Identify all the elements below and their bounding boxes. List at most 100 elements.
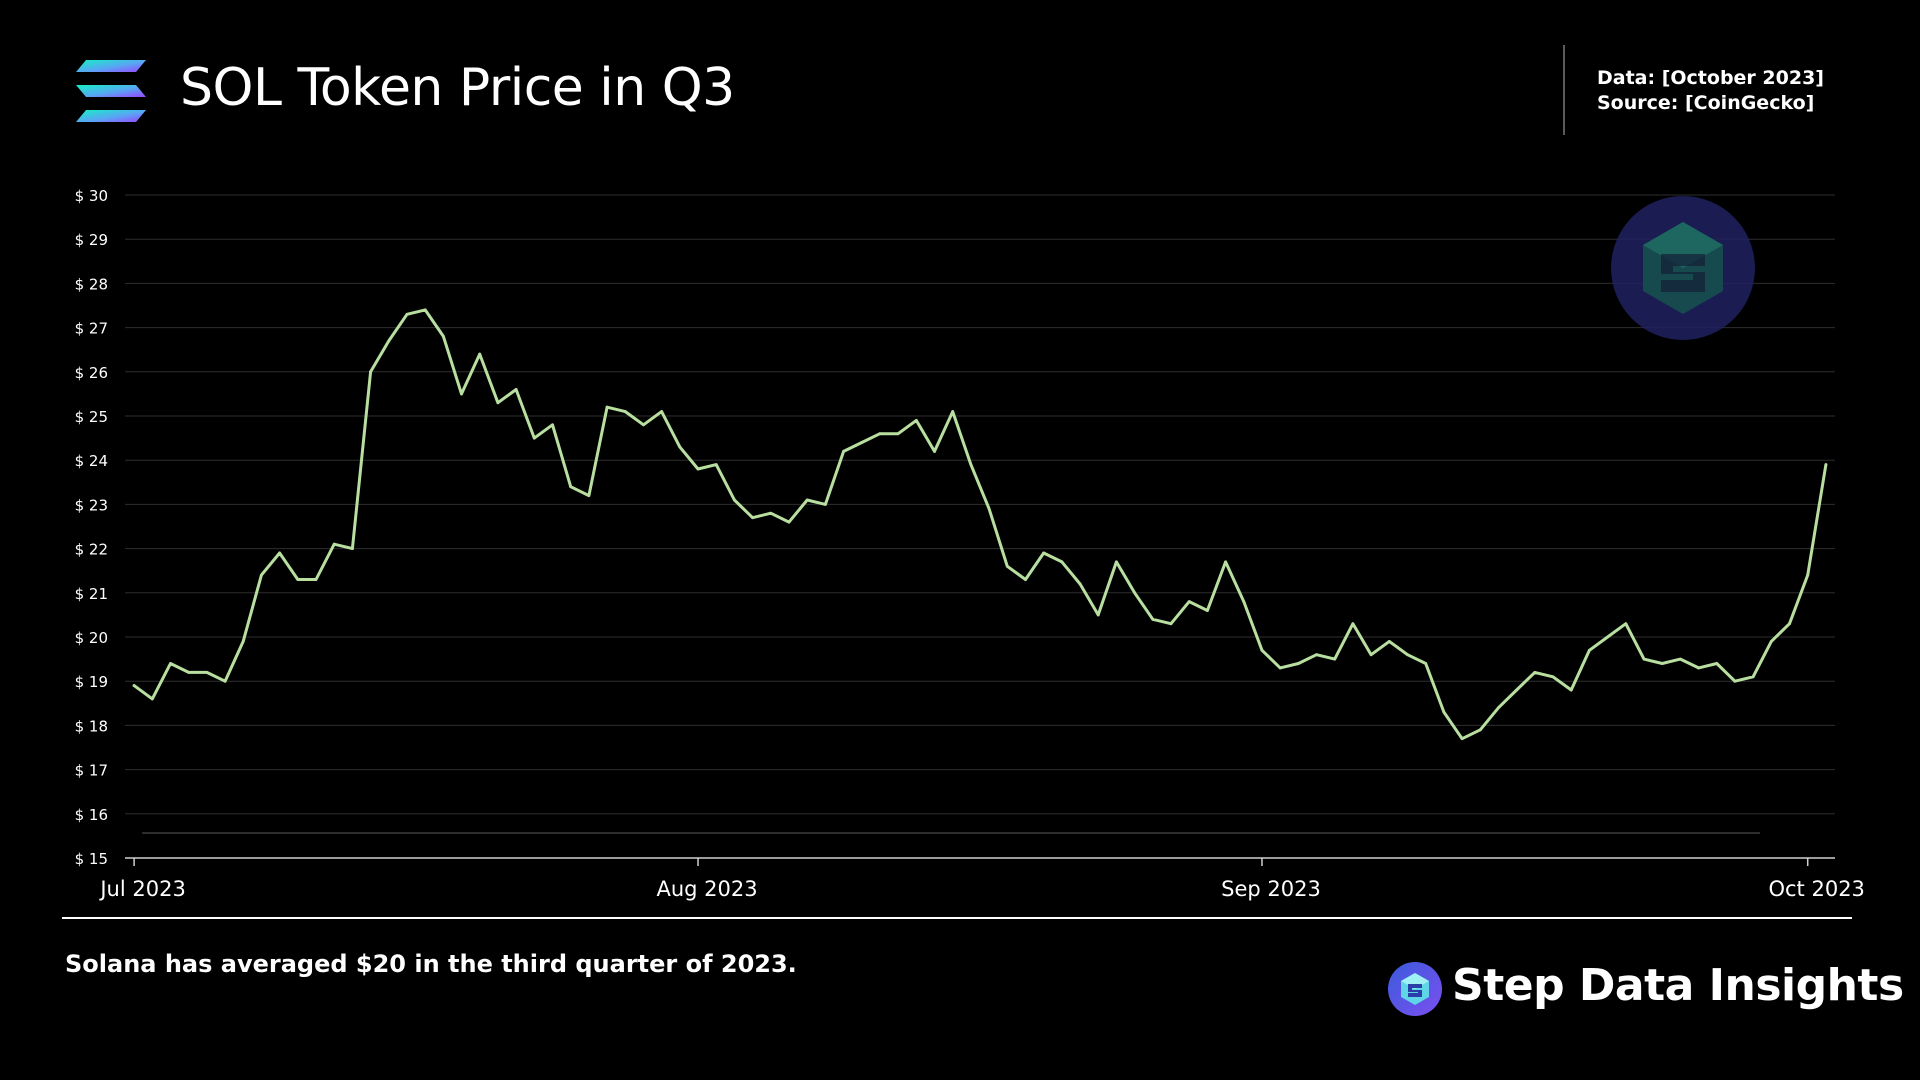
y-tick-label: $ 28	[75, 275, 108, 293]
data-point	[660, 410, 664, 413]
data-point	[1278, 666, 1282, 670]
data-point	[1806, 573, 1810, 577]
data-point	[860, 441, 864, 444]
data-point	[1005, 564, 1009, 568]
data-point	[1497, 706, 1500, 710]
brand-name: Step Data Insights	[1452, 960, 1904, 1011]
data-point	[1697, 666, 1700, 670]
price-series-line	[132, 308, 1828, 741]
x-axis: Jul 2023 Aug 2023 Sep 2023 Oct 2023	[98, 857, 1865, 901]
data-point	[696, 467, 700, 471]
y-tick-label: $ 16	[75, 806, 108, 824]
y-tick-label: $ 21	[75, 585, 108, 603]
data-point	[314, 578, 318, 581]
data-point	[678, 445, 682, 449]
data-point	[1242, 600, 1246, 604]
y-axis-ticks: $ 15 $ 16 $ 17 $ 18 $ 19 $ 20 $ 21 $ 22 $ 23 $ 24…	[75, 187, 108, 868]
data-point	[1715, 662, 1719, 665]
data-point	[896, 432, 900, 436]
data-point	[1733, 679, 1737, 683]
data-point	[1369, 653, 1373, 657]
data-point	[842, 449, 845, 453]
data-point	[1606, 635, 1610, 639]
y-tick-label: $ 24	[75, 452, 108, 470]
data-point	[623, 410, 627, 413]
data-point	[1387, 640, 1391, 643]
data-point	[1151, 617, 1155, 621]
data-point	[823, 503, 827, 506]
data-point	[787, 520, 791, 524]
data-point	[1460, 737, 1464, 741]
y-tick-label: $ 26	[75, 364, 108, 382]
data-point	[605, 405, 609, 409]
data-point	[1060, 560, 1064, 564]
data-point	[296, 578, 300, 581]
data-point	[350, 547, 354, 550]
data-point	[569, 485, 573, 489]
data-point	[1187, 600, 1191, 604]
data-point	[1042, 551, 1046, 555]
data-point	[1551, 675, 1555, 679]
data-point	[223, 679, 227, 683]
x-tick-label: Sep 2023	[1221, 877, 1321, 901]
data-point	[1569, 688, 1573, 692]
data-date-label: Data: [October 2023]	[1597, 67, 1824, 89]
data-point	[1078, 582, 1082, 586]
data-point	[478, 352, 482, 356]
data-point	[987, 507, 991, 511]
y-tick-label: $ 25	[75, 408, 108, 426]
data-point	[241, 640, 245, 643]
data-point	[1424, 662, 1428, 665]
data-point	[532, 436, 536, 440]
data-point	[423, 308, 427, 312]
header-divider	[1563, 45, 1565, 135]
y-tick-label: $ 23	[75, 496, 108, 514]
data-point	[387, 339, 391, 343]
data-point	[878, 432, 882, 436]
page-title: SOL Token Price in Q3	[180, 58, 735, 118]
data-point	[551, 423, 554, 427]
data-point	[914, 419, 918, 422]
y-tick-label: $ 15	[75, 850, 108, 868]
footer-divider	[62, 917, 1852, 919]
data-point	[714, 463, 718, 467]
data-point	[278, 551, 282, 555]
step-finance-logo-icon	[1388, 962, 1442, 1016]
summary-note: Solana has averaged $20 in the third qua…	[65, 950, 797, 978]
data-point	[514, 388, 518, 391]
data-point	[769, 511, 773, 515]
data-point	[733, 498, 736, 502]
data-source-info: Data: [October 2023] Source: [CoinGecko]	[1597, 66, 1824, 116]
data-point	[642, 423, 645, 427]
y-tick-label: $ 22	[75, 541, 108, 559]
data-point	[1588, 648, 1591, 652]
data-point	[1515, 688, 1519, 692]
y-tick-label: $ 17	[75, 762, 108, 780]
data-point	[1478, 728, 1482, 732]
data-point	[1406, 653, 1409, 657]
y-tick-label: $ 27	[75, 320, 108, 338]
y-tick-label: $ 29	[75, 231, 108, 249]
step-finance-watermark-icon	[1611, 196, 1755, 340]
y-tick-label: $ 18	[75, 717, 108, 735]
data-point	[1660, 662, 1664, 665]
data-point	[587, 494, 591, 497]
data-point	[1442, 710, 1446, 714]
data-point	[951, 410, 955, 413]
data-point	[1133, 591, 1137, 595]
data-point	[1751, 675, 1755, 679]
data-point	[1169, 622, 1173, 626]
solana-logo-icon	[76, 60, 146, 122]
data-point	[205, 670, 209, 674]
data-point	[132, 684, 136, 688]
data-point	[1260, 648, 1264, 652]
x-tick-label: Aug 2023	[656, 877, 757, 901]
data-point	[260, 573, 263, 577]
data-point	[1824, 463, 1828, 467]
y-tick-label: $ 19	[75, 673, 108, 691]
data-point	[405, 312, 409, 316]
data-point	[933, 449, 936, 453]
data-point	[1533, 670, 1537, 674]
data-point	[1224, 560, 1227, 564]
data-point	[969, 463, 973, 467]
